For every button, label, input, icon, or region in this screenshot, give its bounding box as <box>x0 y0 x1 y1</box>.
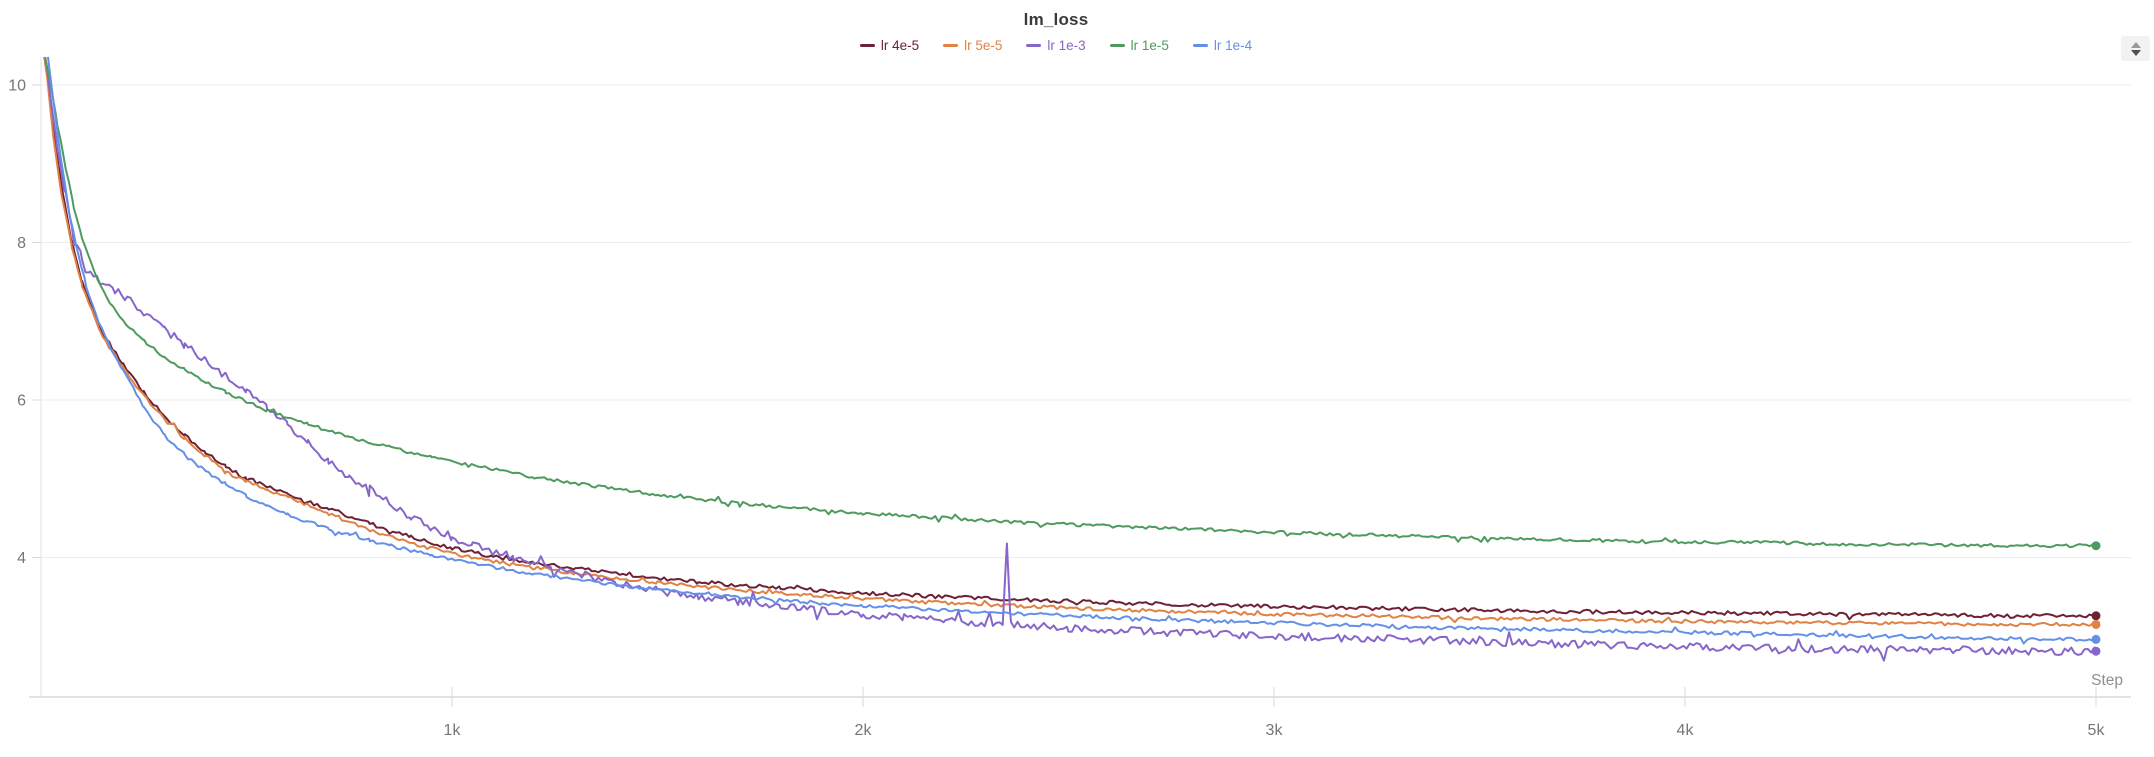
x-tick-label: 5k <box>2088 722 2106 739</box>
series-line-lr-1e-3 <box>43 57 2097 662</box>
series-endpoint-dot-lr-1e-4 <box>2091 634 2101 644</box>
legend-label: lr 5e-5 <box>964 38 1003 53</box>
series-line-lr-1e-4 <box>46 57 2097 645</box>
legend-label: lr 1e-3 <box>1047 38 1086 53</box>
legend-item-lr-1e-5[interactable]: lr 1e-5 <box>1109 38 1169 53</box>
x-tick-label: 1k <box>444 722 462 739</box>
legend-swatch-icon <box>859 44 875 47</box>
legend-item-lr-1e-4[interactable]: lr 1e-4 <box>1192 38 1253 53</box>
legend-item-lr-4e-5[interactable]: lr 4e-5 <box>859 38 920 53</box>
legend-swatch-icon <box>1026 44 1042 47</box>
series-endpoint-dot-lr-4e-5 <box>2091 611 2101 621</box>
caret-down-icon <box>2130 49 2141 56</box>
x-tick-label: 2k <box>855 722 873 739</box>
panel-resize-button[interactable] <box>2121 36 2150 61</box>
legend-label: lr 4e-5 <box>880 38 920 53</box>
page-title: lm_loss <box>1023 10 1089 29</box>
caret-up-icon <box>2130 41 2141 48</box>
legend-item-lr-1e-3[interactable]: lr 1e-3 <box>1026 38 1086 53</box>
series-line-lr-5e-5 <box>43 57 2097 628</box>
y-tick-label: 6 <box>17 393 26 410</box>
x-tick-label: 3k <box>1266 722 1284 739</box>
y-tick-label: 4 <box>17 550 26 567</box>
series-endpoint-dot-lr-1e-3 <box>2091 646 2101 656</box>
legend-label: lr 1e-4 <box>1213 38 1253 53</box>
series-endpoint-dot-lr-1e-5 <box>2091 541 2101 551</box>
y-tick-label: 10 <box>8 78 26 95</box>
chart-header: lm_loss lr 4e-5 lr 5e-5 lr 1e-3 lr 1e-5 … <box>0 0 2112 53</box>
legend-label: lr 1e-5 <box>1130 38 1169 53</box>
y-tick-label: 8 <box>17 235 26 252</box>
legend-swatch-icon <box>1109 44 1125 47</box>
legend-swatch-icon <box>943 44 959 47</box>
x-tick-label: 4k <box>1677 722 1695 739</box>
series-endpoint-dot-lr-5e-5 <box>2091 619 2101 629</box>
chart-legend: lr 4e-5 lr 5e-5 lr 1e-3 lr 1e-5 lr 1e-4 <box>0 38 2112 53</box>
x-axis-label: Step <box>2091 672 2123 689</box>
grid-and-axes: 10 8 6 4 1k 2k 3k 4k 5k <box>8 57 2131 739</box>
series-line-lr-4e-5 <box>44 57 2097 621</box>
legend-swatch-icon <box>1192 44 1208 47</box>
series-line-lr-1e-5 <box>44 57 2097 549</box>
legend-item-lr-5e-5[interactable]: lr 5e-5 <box>943 38 1002 53</box>
